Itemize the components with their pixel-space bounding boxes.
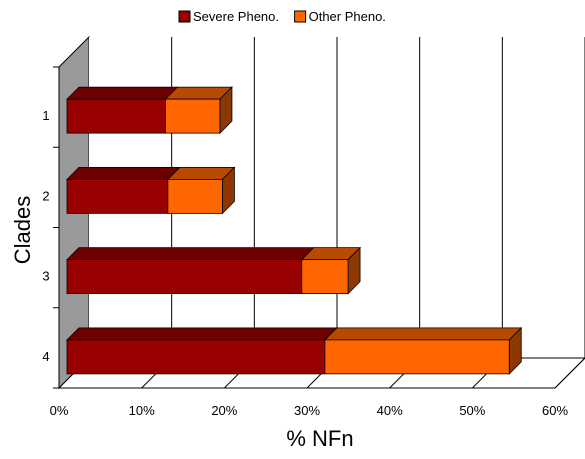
bar-top-face (66, 86, 179, 100)
bar-front-face (66, 98, 166, 134)
bar-front-face (301, 259, 349, 295)
bar-segment (66, 247, 315, 295)
bar-segment (164, 86, 233, 135)
legend: Severe Pheno. Other Pheno. (178, 9, 386, 24)
y-category-label: 1 (42, 108, 49, 123)
x-tick-label: 40% (377, 403, 403, 418)
bar-front-face (66, 178, 169, 214)
bar-segment (300, 246, 362, 295)
y-category-label: 3 (42, 269, 49, 284)
x-tick-label: 0% (50, 403, 69, 418)
y-axis-ticks (53, 66, 59, 389)
x-tick-label: 30% (294, 403, 320, 418)
legend-item: Other Pheno. (294, 9, 386, 24)
bar-front-face (324, 339, 510, 375)
x-axis-title: % NFn (286, 426, 353, 451)
x-tick-label: 50% (459, 403, 485, 418)
bar-segment (66, 166, 181, 214)
x-tick-label: 10% (129, 403, 155, 418)
x-tick-label: 20% (211, 403, 237, 418)
y-category-label: 2 (42, 188, 49, 203)
bar-front-face (66, 259, 303, 295)
bar-segment (166, 166, 236, 215)
bars (66, 86, 523, 375)
floor-gridline (554, 357, 585, 389)
bar-segment (66, 327, 338, 375)
bar-front-face (66, 339, 326, 375)
bar-top-face (323, 327, 523, 341)
x-tick-label: 60% (542, 403, 568, 418)
legend-item: Severe Pheno. (178, 9, 279, 24)
bar-segment (66, 86, 179, 134)
x-axis-tick-labels: 0% 10% 20% 30% 40% 50% 60% (50, 403, 569, 418)
legend-swatch (294, 10, 307, 23)
bar-front-face (164, 98, 221, 134)
bar-segment (323, 326, 523, 375)
legend-label: Other Pheno. (309, 9, 386, 24)
legend-swatch (178, 10, 191, 23)
y-axis-title: Clades (10, 196, 35, 264)
bar-top-face (66, 166, 181, 180)
y-axis-category-labels: 1 2 3 4 (42, 108, 49, 364)
bar-top-face (66, 247, 315, 261)
bar-front-face (167, 178, 223, 214)
legend-label: Severe Pheno. (193, 9, 279, 24)
bar-top-face (66, 327, 338, 341)
y-category-label: 4 (42, 349, 49, 364)
